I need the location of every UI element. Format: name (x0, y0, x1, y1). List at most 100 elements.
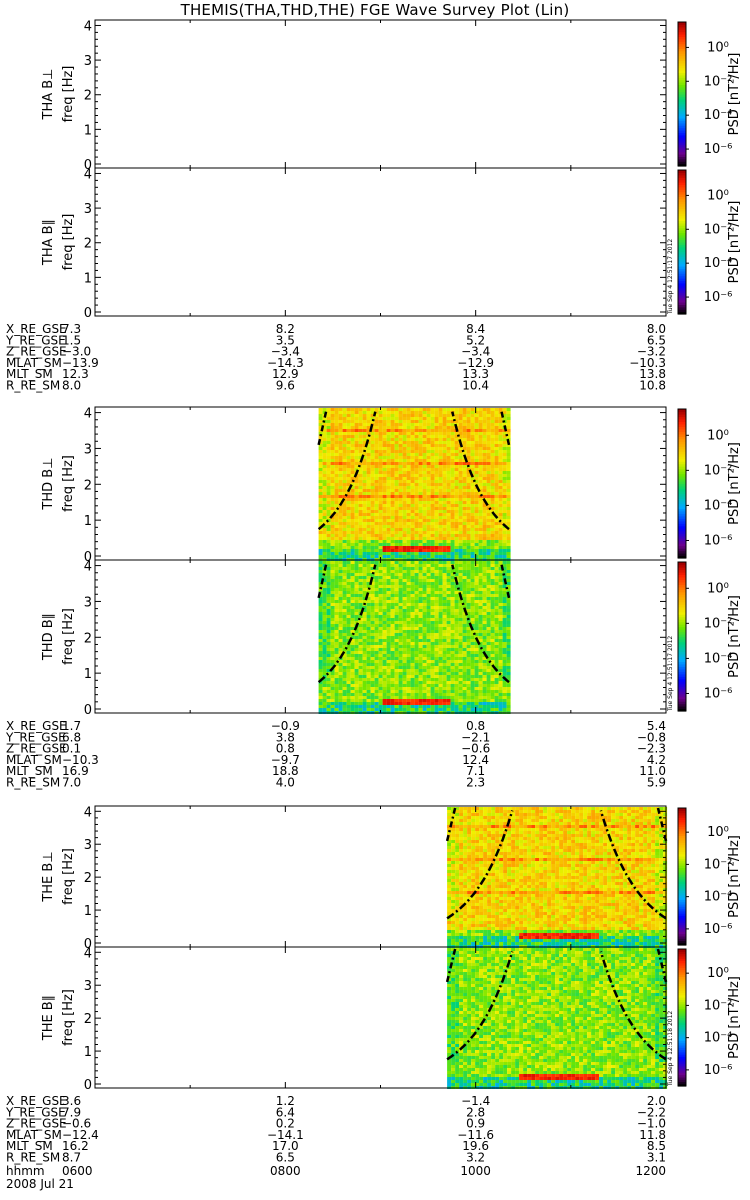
colorbar-tick-label: 10⁰ (707, 966, 729, 981)
panel-ylabel: THA B∥ (41, 219, 56, 266)
time-axis: hhmm 0600 0800 1000 1200 2008 Jul 21 (6, 1164, 666, 1191)
freq-axis-label: freq [Hz] (61, 455, 76, 512)
ephemeris-label: Y_RE_GSE (5, 333, 66, 347)
ephemeris-value: 0.9 (466, 1117, 485, 1131)
colorbar-tick-label: 10⁻⁶ (704, 290, 733, 305)
y-tick-label: 3 (84, 442, 92, 457)
colorbar-tick-label: 10⁰ (707, 188, 729, 203)
ephemeris-label: R_RE_SM (6, 1151, 60, 1165)
spectrogram-panel-the-par: 0 1 2 3 4 THE B∥ freq [Hz] 10⁰ 10⁻² 10⁻⁴ 10⁻⁶ PSD [… (41, 946, 742, 1093)
chart-title: THEMIS(THA,THD,THE) FGE Wave Survey Plot… (180, 1, 570, 19)
y-tick-label: 1 (84, 271, 92, 286)
ephemeris-value: 3.1 (647, 1151, 666, 1165)
ephemeris-value: 3.6 (62, 1094, 81, 1108)
cyclotron-curve-l (317, 564, 377, 684)
ephemeris-label: Z_RE_GSE (6, 742, 67, 756)
time-tick-label: 1000 (460, 1164, 491, 1178)
y-tick-label: 1 (84, 1045, 92, 1060)
freq-axis-label: freq [Hz] (61, 214, 76, 271)
freq-axis: 0 1 2 3 4 (84, 805, 666, 952)
y-tick-label: 3 (84, 979, 92, 994)
y-tick-label: 2 (84, 631, 92, 646)
spectrogram-panel-tha-par: 0 1 2 3 4 THA B∥ freq [Hz] 10⁰ 10⁻² 10⁻⁴ 10⁻⁶ PSD [… (41, 167, 742, 321)
ephemeris-value: 2.3 (466, 776, 485, 790)
ephemeris-value: −14.3 (267, 356, 304, 370)
y-tick-label: 1 (84, 123, 92, 138)
cyclotron-curves (445, 948, 668, 1061)
freq-axis: 0 1 2 3 4 (84, 560, 666, 718)
probe-group-thd: 0 1 2 3 4 THD B⊥ freq [Hz] 10⁰ 10⁻² 10⁻⁴ 10⁻⁶ PSD [… (5, 406, 742, 790)
ephemeris-value: −0.9 (271, 719, 300, 733)
y-tick-label: 0 (84, 937, 92, 952)
ephemeris-value: 1.5 (62, 333, 81, 347)
y-tick-label: 1 (84, 904, 92, 919)
colorbar: 10⁰ 10⁻² 10⁻⁴ 10⁻⁶ PSD [nT²/Hz] (677, 408, 742, 559)
y-tick-label: 2 (84, 478, 92, 493)
cyclotron-curve-edge-l (445, 948, 457, 983)
ephemeris-label: X_RE_GSE (6, 322, 67, 336)
colorbar-tick-label: 10⁻² (704, 463, 733, 478)
colorbar-frame (677, 948, 687, 1087)
colorbar-tick-label: 10⁻⁶ (704, 533, 733, 548)
ephemeris-value: 19.6 (462, 1139, 489, 1153)
colorbar-tick-label: 10⁻² (704, 998, 733, 1013)
ephemeris-value: 4.2 (647, 753, 666, 767)
ephemeris-value: −3.0 (62, 345, 91, 359)
cyclotron-curve-edge-l (317, 561, 328, 599)
cyclotron-curve-edge-r (499, 561, 511, 599)
cyclotron-curve-r (451, 411, 510, 531)
ephemeris-value: 6.5 (647, 333, 666, 347)
colorbar-label: PSD [nT²/Hz] (727, 201, 742, 284)
colorbar-tick-label: 10⁻⁶ (704, 922, 733, 937)
ephemeris-value: 2.8 (466, 1105, 485, 1119)
ephemeris-value: −9.7 (271, 753, 300, 767)
y-tick-label: 0 (84, 550, 92, 565)
ephemeris-value: 0.8 (276, 742, 295, 756)
time-tick-label: 0800 (270, 1164, 301, 1178)
ephemeris-value: 7.9 (62, 1105, 81, 1119)
colorbar-frame (677, 169, 687, 315)
ephemeris-value: 3.5 (276, 333, 295, 347)
colorbar-tick-label: 10⁻⁴ (704, 498, 733, 513)
ephemeris-value: 5.9 (647, 776, 666, 790)
ephemeris-label: X_RE_GSE (6, 1094, 67, 1108)
time-tick-label: 0600 (62, 1164, 93, 1178)
colorbar-tick-label: 10⁻² (704, 857, 733, 872)
ephemeris-label: MLT_SM (6, 764, 53, 778)
colorbar-frame (677, 408, 687, 559)
freq-axis-label: freq [Hz] (61, 608, 76, 665)
ephemeris-value: −10.3 (62, 753, 99, 767)
cyclotron-curve-edge-r (656, 948, 668, 983)
ephemeris-value: 9.6 (276, 379, 295, 393)
colorbar: 10⁰ 10⁻² 10⁻⁴ 10⁻⁶ PSD [nT²/Hz] (677, 169, 742, 315)
ephemeris-value: 8.0 (62, 379, 81, 393)
y-tick-label: 0 (84, 306, 92, 321)
panel-ylabel: THD B∥ (41, 613, 56, 661)
ephemeris-value: 7.1 (466, 764, 485, 778)
ephemeris-label: X_RE_GSE (6, 719, 67, 733)
colorbar-tick-label: 10⁰ (707, 40, 729, 55)
cyclotron-curves (317, 561, 511, 684)
colorbar-frame (677, 807, 687, 946)
panel-ylabel: THA B⊥ (41, 69, 56, 121)
ephemeris-value: −14.1 (267, 1128, 304, 1142)
ephemeris-value: 11.0 (639, 764, 666, 778)
ephemeris-value: 7.3 (62, 322, 81, 336)
y-tick-label: 4 (84, 19, 92, 34)
time-axis-date: 2008 Jul 21 (6, 1177, 74, 1191)
colorbar-label: PSD [nT²/Hz] (727, 976, 742, 1059)
colorbar-tick-label: 10⁰ (707, 581, 729, 596)
ephemeris-value: 16.9 (62, 764, 89, 778)
freq-axis: 0 1 2 3 4 (84, 407, 666, 565)
colorbar-tick-label: 10⁻⁶ (704, 142, 733, 157)
y-tick-label: 2 (84, 871, 92, 886)
ephemeris-value: −0.8 (637, 730, 666, 744)
ephemeris-value: −1.0 (637, 1117, 666, 1131)
colorbar: 10⁰ 10⁻² 10⁻⁴ 10⁻⁶ PSD [nT²/Hz] (677, 948, 742, 1087)
ephemeris-label: Z_RE_GSE (6, 1117, 67, 1131)
ephemeris-value: 16.2 (62, 1139, 89, 1153)
y-tick-label: 4 (84, 805, 92, 820)
